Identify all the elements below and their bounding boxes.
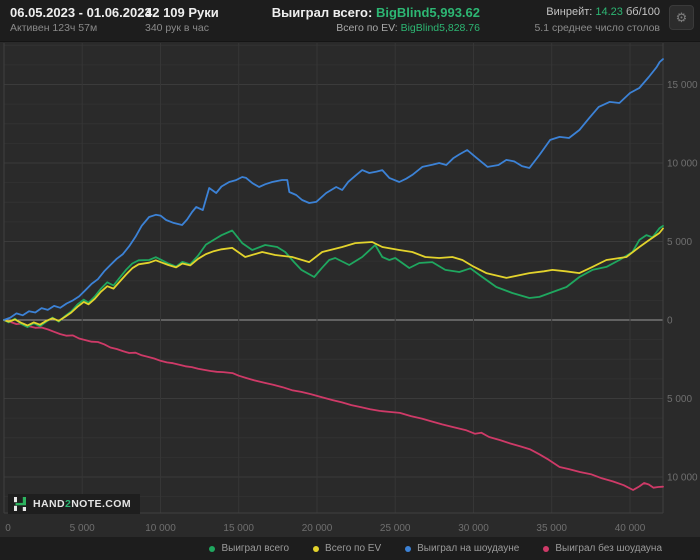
winrate-units: бб/100 <box>622 6 660 18</box>
y-tick-label: 10 000 <box>667 159 698 170</box>
active-time: Активен 123ч 57м <box>10 22 98 34</box>
won-total-line: Выиграл всего: BigBlind5,993.62 <box>232 5 480 20</box>
legend-item-ev-total[interactable]: Всего по EV <box>313 543 381 554</box>
legend-label: Выиграл на шоудауне <box>417 543 520 554</box>
x-tick-label: 25 000 <box>380 523 411 534</box>
hands-per-hour: 340 рук в час <box>145 22 209 34</box>
x-tick-label: 40 000 <box>615 523 646 534</box>
x-tick-label: 10 000 <box>145 523 176 534</box>
avg-tables: 5.1 среднее число столов <box>534 22 660 34</box>
date-range-block: 06.05.2023 - 01.06.2023 Активен 123ч 57м <box>10 5 152 35</box>
x-tick-label: 5 000 <box>70 523 95 534</box>
legend-item-won-nonshowdown[interactable]: Выиграл без шоудауна <box>543 543 662 554</box>
logo-accent: 2 <box>64 498 72 510</box>
y-tick-label: 5 000 <box>667 237 692 248</box>
legend-label: Выиграл всего <box>221 543 290 554</box>
ev-total-label: Всего по EV: <box>336 22 401 34</box>
gear-icon: ⚙ <box>675 10 688 25</box>
series-won-showdown <box>3 58 664 321</box>
y-tick-label: 15 000 <box>667 80 698 91</box>
hands-block: 42 109 Руки 340 рук в час <box>145 5 219 35</box>
hand2note-logo-icon <box>14 497 26 511</box>
legend-item-won-showdown[interactable]: Выиграл на шоудауне <box>405 543 519 554</box>
winrate-block: Винрейт: 14.23 бб/100 5.1 среднее число … <box>534 5 660 35</box>
date-range: 06.05.2023 - 01.06.2023 <box>10 5 152 20</box>
legend-label: Всего по EV <box>325 543 382 554</box>
logo-suffix: NOTE.COM <box>71 498 131 510</box>
winnings-chart: 15 000 10 000 5 000 0 5 000 10 000 0 5 000 10 00… <box>3 43 698 534</box>
legend-spacer <box>662 537 700 560</box>
hand2note-logo[interactable]: HAND2NOTE.COM <box>8 494 140 514</box>
series-won-nonshowdown <box>3 319 664 491</box>
winnings-block: Выиграл всего: BigBlind5,993.62 Всего по… <box>232 5 480 35</box>
winrate-label: Винрейт: <box>546 6 596 18</box>
ev-total-line: Всего по EV: BigBlind5,828.76 <box>232 21 480 35</box>
x-tick-label: 15 000 <box>223 523 254 534</box>
legend-item-won-total[interactable]: Выиграл всего <box>209 543 289 554</box>
x-tick-label: 35 000 <box>536 523 567 534</box>
won-total-value: BigBlind5,993.62 <box>375 5 480 20</box>
x-tick-label: 30 000 <box>458 523 489 534</box>
hands-total: 42 109 Руки <box>145 5 219 20</box>
ev-total-value: BigBlind5,828.76 <box>400 22 480 34</box>
y-tick-label: 5 000 <box>667 394 692 405</box>
winrate-line: Винрейт: 14.23 бб/100 <box>534 5 660 20</box>
series-ev-total <box>3 227 664 327</box>
x-tick-label: 20 000 <box>302 523 333 534</box>
legend-dot-ev-total <box>313 545 320 552</box>
x-tick-label: 0 <box>5 523 11 534</box>
winrate-value: 14.23 <box>595 6 623 18</box>
y-tick-label: 10 000 <box>667 473 698 484</box>
logo-prefix: HAND <box>33 498 65 510</box>
y-tick-label: 0 <box>667 316 673 327</box>
legend-dot-won-total <box>209 545 216 552</box>
logo-text: HAND2NOTE.COM <box>33 498 131 510</box>
series-won-total <box>3 224 664 329</box>
legend-dot-won-nonshowdown <box>543 545 550 552</box>
chart-legend: Выиграл всего Всего по EV Выиграл на шоуда… <box>0 537 662 560</box>
legend-label: Выиграл без шоудауна <box>555 543 662 554</box>
settings-button[interactable]: ⚙ <box>669 5 694 30</box>
won-total-label: Выиграл всего: <box>271 5 376 20</box>
stats-header: 06.05.2023 - 01.06.2023 Активен 123ч 57м… <box>0 0 700 42</box>
legend-dot-won-showdown <box>405 545 412 552</box>
